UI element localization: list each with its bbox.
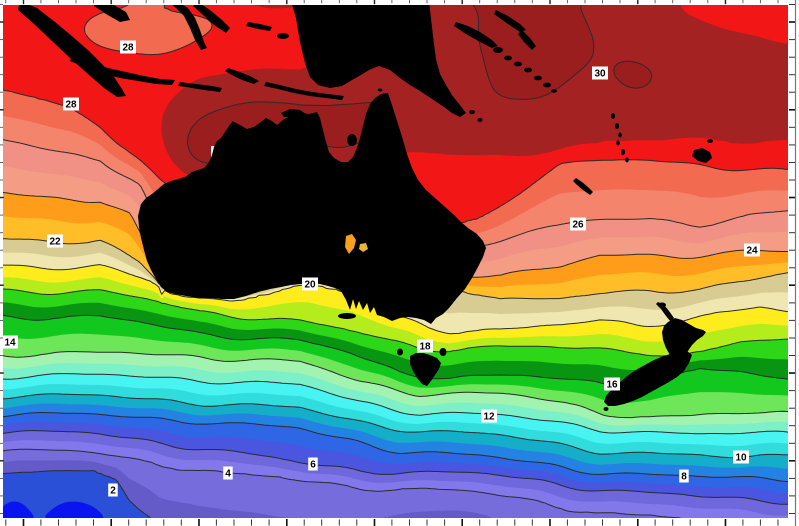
svg-text:26: 26 (572, 220, 584, 231)
svg-text:6: 6 (310, 460, 316, 471)
svg-text:2: 2 (110, 486, 116, 497)
svg-text:14: 14 (4, 338, 16, 349)
svg-text:20: 20 (304, 280, 316, 291)
svg-text:28: 28 (65, 100, 77, 111)
svg-text:30: 30 (594, 69, 606, 80)
svg-text:16: 16 (606, 380, 618, 391)
svg-text:28: 28 (122, 43, 134, 54)
svg-text:8: 8 (681, 472, 687, 483)
svg-text:4: 4 (225, 469, 231, 480)
svg-text:22: 22 (49, 237, 61, 248)
svg-text:12: 12 (483, 412, 495, 423)
svg-text:10: 10 (735, 453, 747, 464)
svg-text:18: 18 (419, 342, 431, 353)
svg-text:24: 24 (746, 246, 758, 257)
